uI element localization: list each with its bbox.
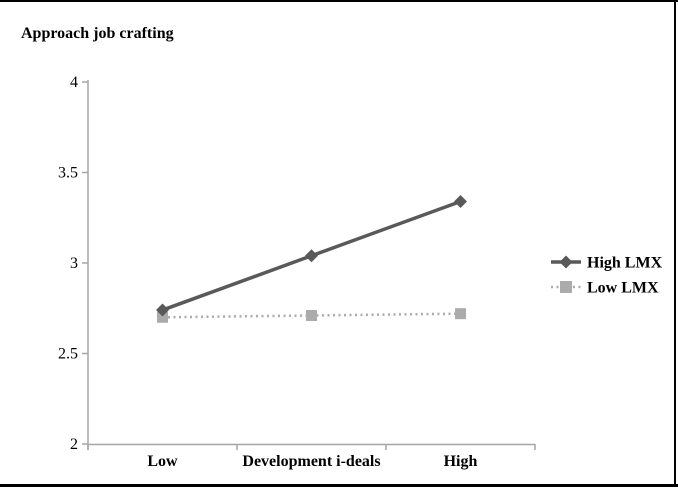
chart-title: Approach job crafting [21,25,174,42]
square-marker [455,308,466,320]
legend-key-square [560,281,572,293]
diamond-marker [156,303,169,317]
y-tick-label: 2.5 [58,346,78,363]
y-tick-label: 3 [70,255,78,272]
diamond-marker [454,194,467,208]
legend-label: High LMX [587,255,663,272]
x-category-label: High [444,453,478,470]
top-rule [0,0,678,2]
y-tick-label: 3.5 [58,165,78,182]
square-marker [157,311,168,323]
y-tick-label: 4 [70,74,78,91]
square-marker [306,309,317,321]
legend-key-diamond [559,255,573,269]
x-category-label: Low [147,453,178,470]
y-tick-label: 2 [70,436,78,453]
legend-label: Low LMX [587,280,659,297]
x-category-label: Development i-deals [242,453,380,470]
bottom-rule [0,484,678,487]
right-rule [674,0,676,487]
diamond-marker [305,249,318,263]
